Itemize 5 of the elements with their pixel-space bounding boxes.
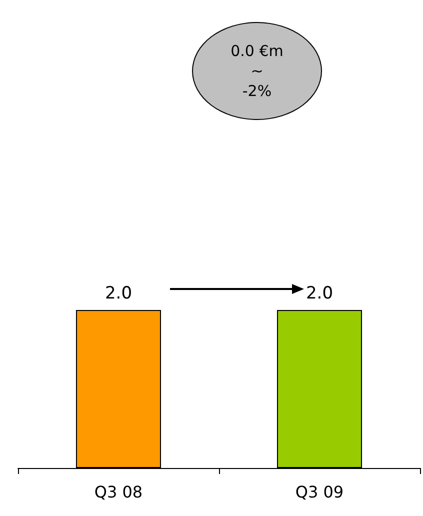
x-tick-label: Q3 08: [94, 482, 143, 502]
x-tick-label: Q3 09: [295, 482, 344, 502]
data-label: 2.0: [306, 284, 334, 304]
data-label: 2.0: [104, 284, 132, 304]
ellipse-callout: 0.0 €m ~ -2%: [192, 22, 322, 120]
